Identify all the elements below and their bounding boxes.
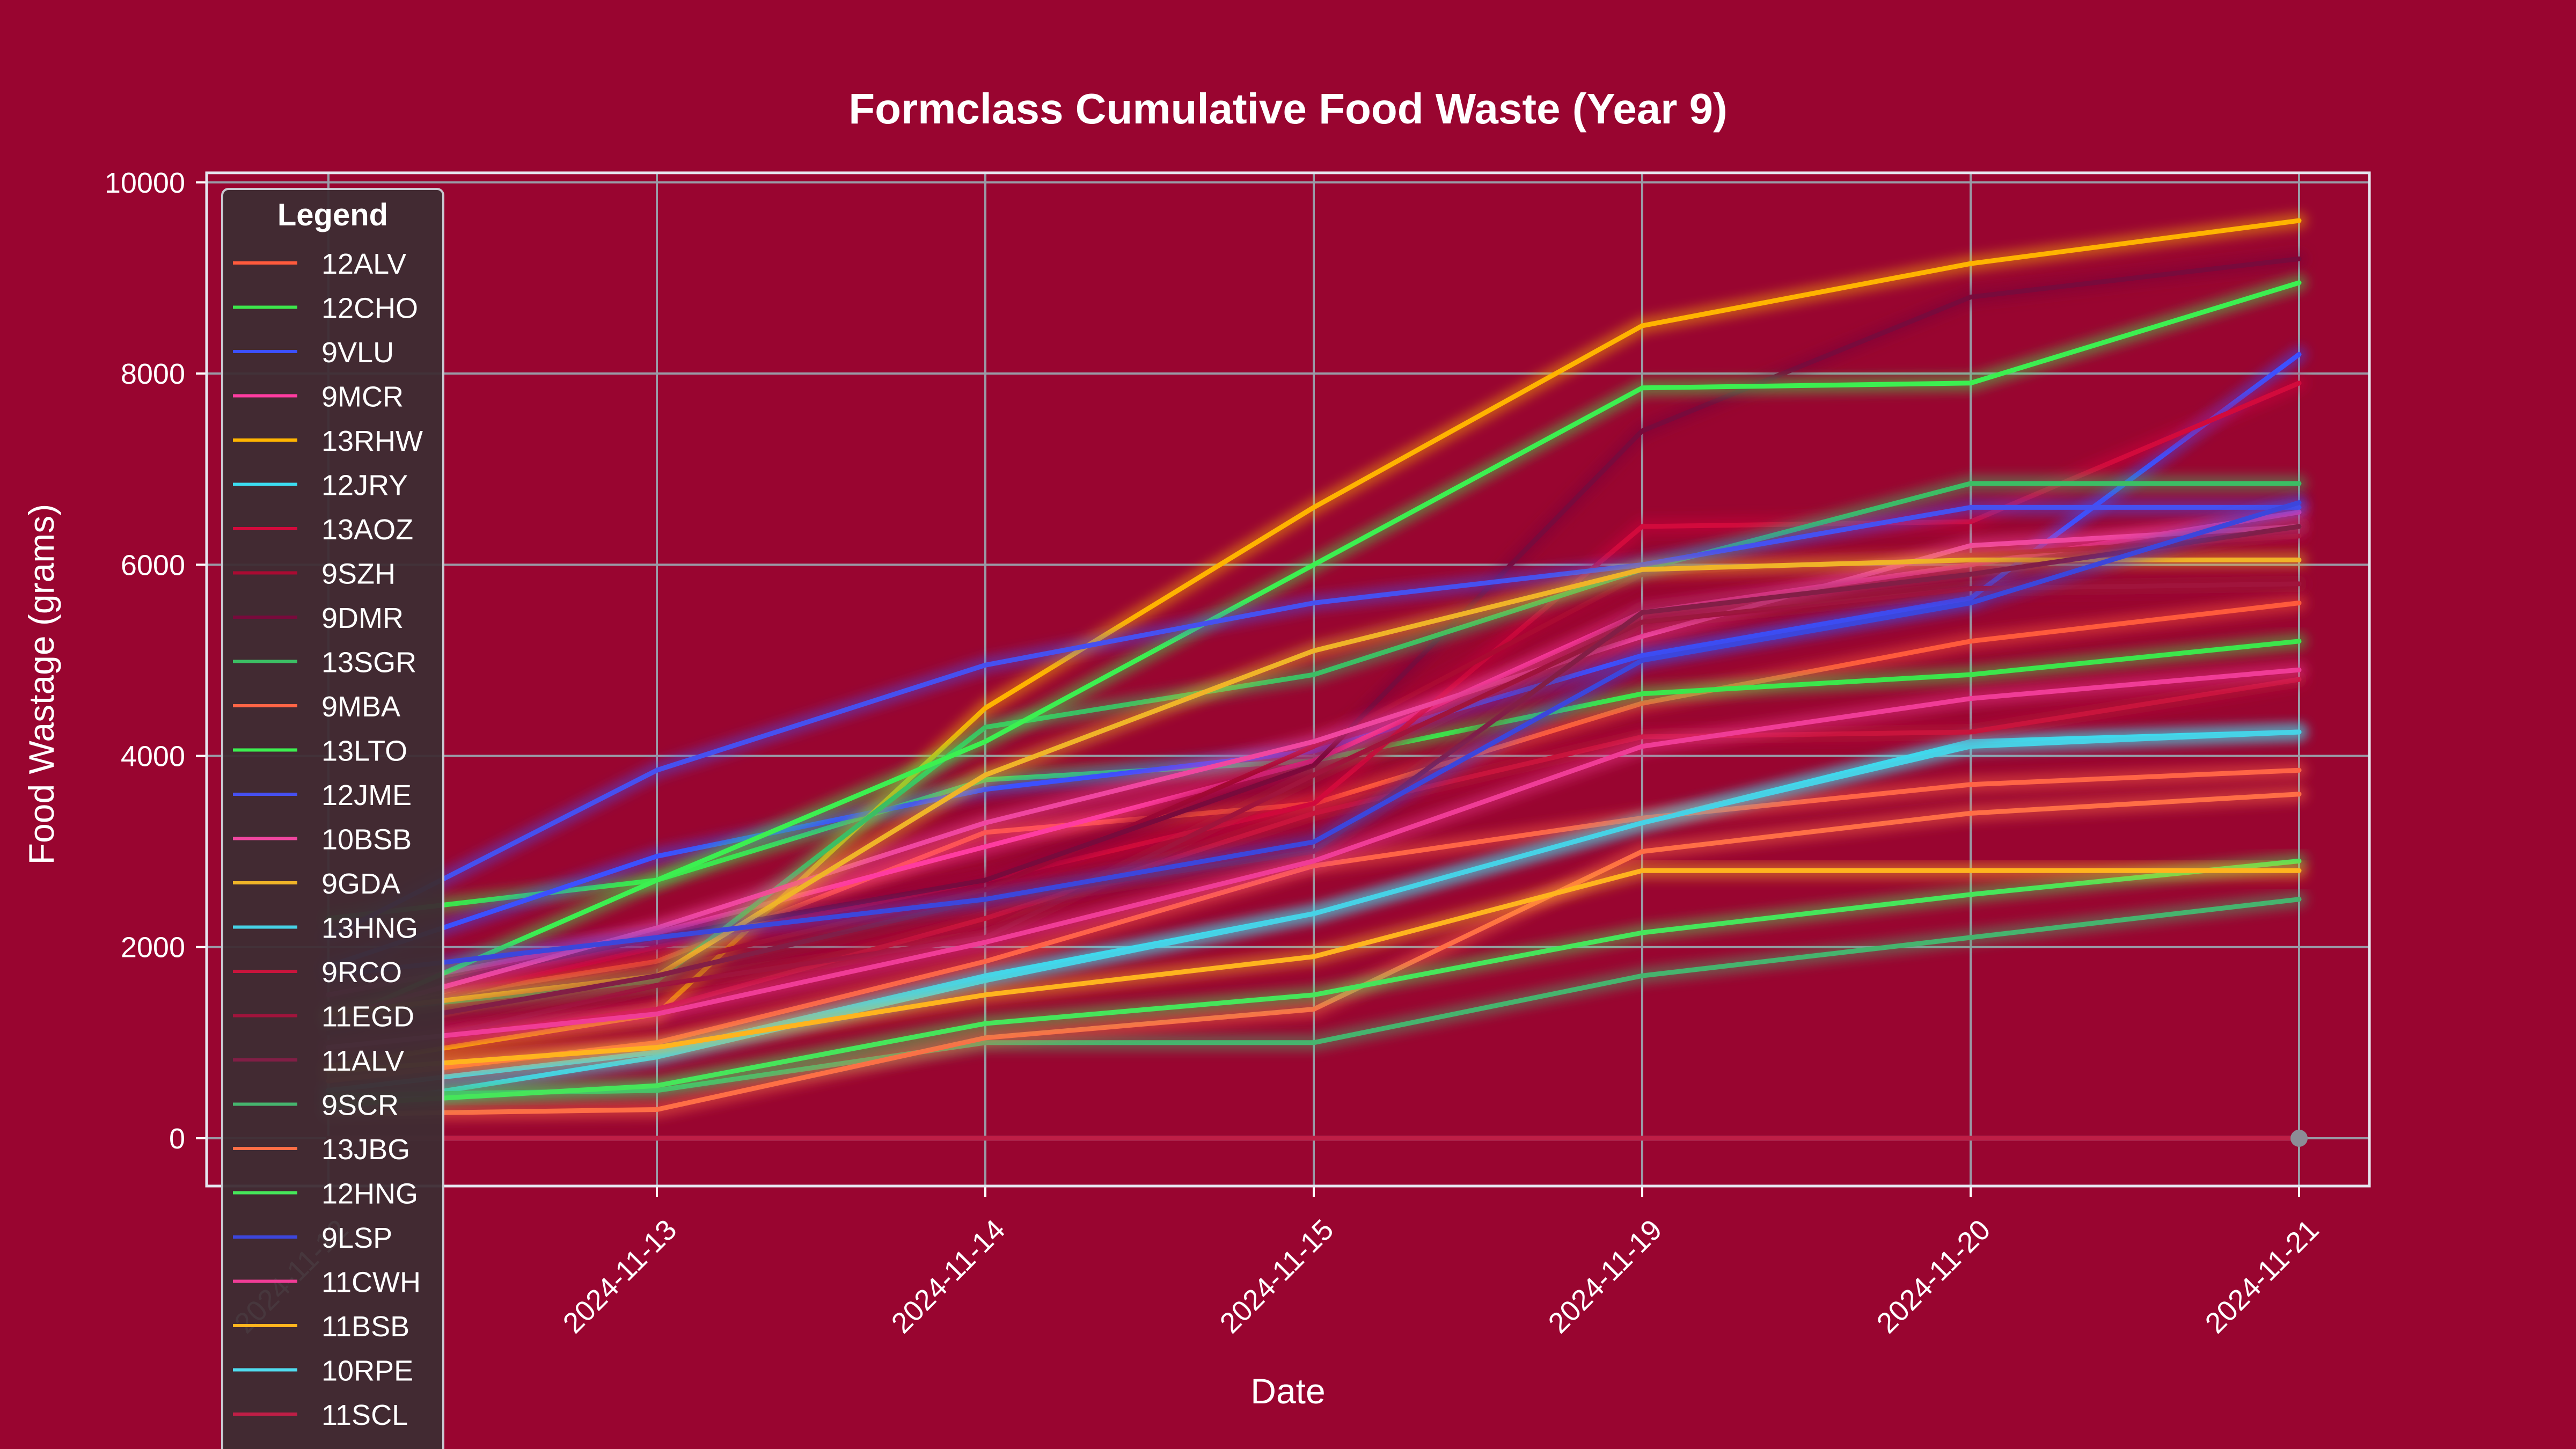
series-11ALV xyxy=(320,518,2307,1041)
legend-label: 9VLU xyxy=(321,336,394,369)
y-ticks: 0 2000 4000 6000 8000 10000 xyxy=(105,167,207,1155)
legend-box xyxy=(221,188,444,1449)
legend-item: 13AOZ xyxy=(233,514,413,546)
legend-item: 13SGR xyxy=(233,647,416,679)
series-12HNG xyxy=(320,853,2307,1113)
legend-label: 12HNG xyxy=(321,1178,418,1210)
series-11BSB xyxy=(320,862,2307,1080)
legend-item: 11BSB xyxy=(233,1311,409,1343)
series-10BSB xyxy=(320,518,2307,1027)
y-tick-label: 2000 xyxy=(121,932,185,964)
legend-item: 9VLU xyxy=(233,336,394,369)
legend-label: 9SCR xyxy=(321,1089,399,1122)
chart-title: Formclass Cumulative Food Waste (Year 9) xyxy=(848,85,1728,133)
series-13LTO xyxy=(320,274,2307,1032)
legend-label: 10BSB xyxy=(321,824,412,856)
series-line xyxy=(326,667,2302,1050)
legend-label: 13AOZ xyxy=(321,514,413,546)
legend-label: 11BSB xyxy=(321,1311,409,1343)
series-9LSP xyxy=(320,494,2307,984)
legend-label: 10RPE xyxy=(321,1355,413,1387)
legend-item: 11ALV xyxy=(233,1045,404,1077)
legend-item: 9SZH xyxy=(233,558,396,590)
legend-item: 13JBG xyxy=(233,1133,410,1166)
legend-item: 9MBA xyxy=(233,691,400,723)
series-line xyxy=(326,524,2302,1036)
legend-item: 13RHW xyxy=(233,425,423,457)
legend-label: 13SGR xyxy=(321,647,416,679)
legend-label: 12JME xyxy=(321,779,412,811)
legend-item: 11SCL xyxy=(233,1399,408,1431)
series-line xyxy=(326,504,2302,940)
series-line xyxy=(326,500,2302,978)
legend-label: 11ALV xyxy=(321,1045,404,1077)
legend-item: 10BSB xyxy=(233,824,412,856)
legend-item: 13HNG xyxy=(233,912,418,945)
legend-label: 11EGD xyxy=(321,1001,414,1033)
legend: Legend 12ALV 12CHO 9VLU 9MCR 13RHW 12JRY 13AOZ 9… xyxy=(221,188,444,1449)
legend-item: 10RPE xyxy=(233,1355,413,1387)
series-lines xyxy=(320,213,2308,1147)
y-tick-label: 6000 xyxy=(121,549,185,581)
legend-item: 9SCR xyxy=(233,1089,399,1122)
legend-item: 11EGD xyxy=(233,1001,414,1033)
y-tick-label: 4000 xyxy=(121,740,185,772)
series-13AOZ xyxy=(320,375,2307,1032)
series-11CWH xyxy=(320,662,2307,1056)
x-axis-label: Date xyxy=(1250,1371,1325,1411)
legend-item: 9RCO xyxy=(233,956,402,989)
legend-item: 9LSP xyxy=(233,1222,392,1254)
legend-label: 12ALV xyxy=(321,248,406,280)
series-12JME xyxy=(320,499,2307,946)
legend-label: 9GDA xyxy=(321,868,400,900)
series-line xyxy=(326,868,2302,1074)
plot-frame xyxy=(205,171,2371,1188)
y-tick-label: 10000 xyxy=(105,167,185,199)
legend-item: 9GDA xyxy=(233,868,400,900)
series-line xyxy=(326,858,2302,1108)
series-11EGD xyxy=(320,575,2307,1070)
legend-item: 9MCR xyxy=(233,381,404,413)
legend-label: 11CWH xyxy=(321,1267,421,1299)
legend-label: 9SZH xyxy=(321,558,396,590)
y-axis-label: Food Wastage (grams) xyxy=(21,504,61,865)
series-13HNG xyxy=(320,724,2307,1118)
legend-label: 9MBA xyxy=(321,691,400,723)
y-tick-label: 0 xyxy=(169,1123,185,1155)
legend-item: 12JME xyxy=(233,779,412,811)
plot-area: 02000400060008000100002024-11-122024-11-… xyxy=(105,167,2371,1340)
legend-item: 9DMR xyxy=(233,602,404,634)
legend-item: 12ALV xyxy=(233,248,406,280)
legend-label: 13LTO xyxy=(321,735,407,767)
legend-label: 12CHO xyxy=(321,292,418,325)
series-line xyxy=(326,280,2302,1026)
legend-item: 11CWH xyxy=(233,1267,421,1299)
y-tick-label: 8000 xyxy=(121,358,185,390)
legend-label: 11SCL xyxy=(321,1399,408,1431)
series-13JBG xyxy=(320,786,2307,1123)
legend-label: 13JBG xyxy=(321,1133,410,1166)
series-line xyxy=(326,581,2302,1064)
legend-item: 12HNG xyxy=(233,1178,418,1210)
series-line xyxy=(326,524,2302,1021)
end-marker xyxy=(2290,1129,2308,1147)
legend-label: 9DMR xyxy=(321,602,404,634)
legend-label: 13RHW xyxy=(321,425,423,457)
legend-item: 12JRY xyxy=(233,470,408,502)
legend-label: 9RCO xyxy=(321,956,402,989)
legend-label: 9MCR xyxy=(321,381,404,413)
series-line xyxy=(326,792,2302,1117)
legend-label: 13HNG xyxy=(321,912,418,945)
legend-item: 13LTO xyxy=(233,735,407,767)
series-line xyxy=(326,729,2302,1112)
series-line xyxy=(326,380,2302,1026)
legend-item: 12CHO xyxy=(233,292,418,325)
legend-label: 9LSP xyxy=(321,1222,392,1254)
legend-label: 12JRY xyxy=(321,470,408,502)
legend-title: Legend xyxy=(277,197,388,232)
